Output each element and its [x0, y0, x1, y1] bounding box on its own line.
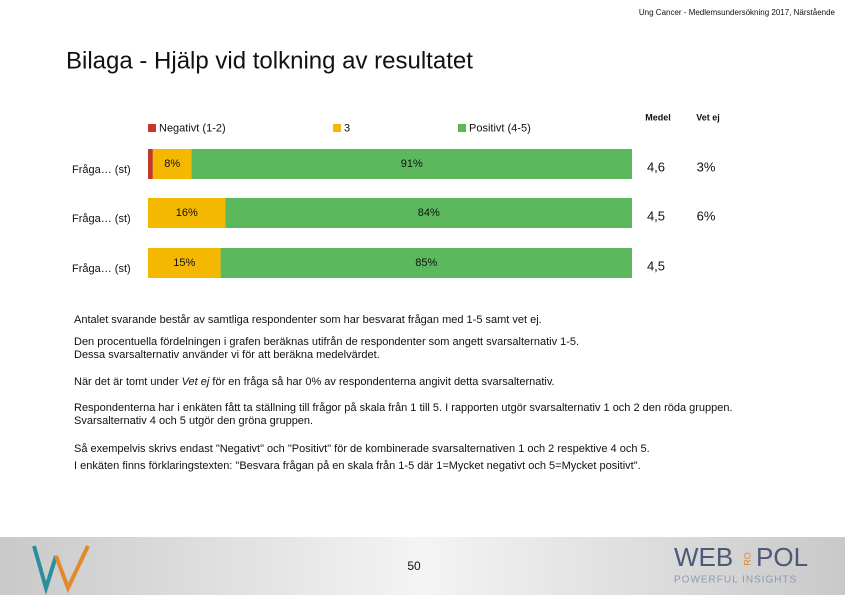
page-number: 50	[407, 559, 421, 573]
logo-text-end: POL	[756, 542, 808, 572]
bar-segment	[148, 198, 226, 228]
value-label: 8%	[164, 158, 180, 170]
bar-segment	[152, 149, 192, 179]
column-value: 4,5	[647, 208, 665, 223]
note-text: Antalet svarande består av samtliga resp…	[74, 314, 542, 326]
logo-small: RO	[742, 552, 752, 566]
legend-swatch	[458, 124, 466, 132]
footer-band	[0, 537, 845, 595]
legend-swatch	[333, 124, 341, 132]
bar-segment	[148, 149, 153, 179]
note-text: Vet ej	[182, 376, 210, 388]
logo-tagline: POWERFUL INSIGHTS	[674, 575, 797, 586]
bar-segment	[148, 248, 221, 278]
note-line: Dessa svarsalternativ använder vi för at…	[74, 349, 380, 361]
value-label: 91%	[401, 158, 423, 170]
note-text: Svarsalternativ 4 och 5 utgör den gröna …	[74, 415, 313, 427]
value-label: 84%	[418, 207, 440, 219]
slide-title: Bilaga - Hjälp vid tolkning av resultate…	[66, 47, 473, 74]
category-label: Fråga… (st)	[72, 164, 131, 176]
value-label: 16%	[176, 207, 198, 219]
logo-text: WEB	[674, 542, 733, 572]
column-value: 3%	[697, 159, 716, 174]
note-line: Svarsalternativ 4 och 5 utgör den gröna …	[74, 415, 313, 427]
column-value: 4,5	[647, 258, 665, 273]
value-label: 15%	[173, 257, 195, 269]
note-line: Den procentuella fördelningen i grafen b…	[74, 336, 579, 348]
legend-label: 3	[344, 122, 350, 134]
column-header: Medel	[645, 112, 671, 122]
note-line: I enkäten finns förklaringstexten: "Besv…	[74, 460, 641, 472]
category-label: Fråga… (st)	[72, 263, 131, 275]
category-label: Fråga… (st)	[72, 213, 131, 225]
note-text: Dessa svarsalternativ använder vi för at…	[74, 349, 380, 361]
note-text: Respondenterna har i enkäten fått ta stä…	[74, 402, 733, 414]
column-value: 4,6	[647, 159, 665, 174]
note-text: När det är tomt under	[74, 376, 182, 388]
note-text: Så exempelvis skrivs endast "Negativt" o…	[74, 443, 650, 455]
note-text: I enkäten finns förklaringstexten: "Besv…	[74, 460, 641, 472]
note-line: Respondenterna har i enkäten fått ta stä…	[74, 402, 733, 414]
note-line: När det är tomt under Vet ej för en fråg…	[74, 376, 555, 388]
value-label: 85%	[415, 257, 437, 269]
note-line: Antalet svarande består av samtliga resp…	[74, 314, 542, 326]
bar-segment	[220, 248, 632, 278]
note-text: för en fråga så har 0% av respondenterna…	[209, 376, 554, 388]
bar-segment	[191, 149, 632, 179]
column-value: 6%	[697, 208, 716, 223]
note-line: Så exempelvis skrivs endast "Negativt" o…	[74, 443, 650, 455]
column-header: Vet ej	[696, 112, 720, 122]
note-text: Den procentuella fördelningen i grafen b…	[74, 336, 579, 348]
legend-label: Negativt (1-2)	[159, 122, 226, 134]
w-logo	[32, 545, 90, 595]
header-subtitle: Ung Cancer - Medlemsundersökning 2017, N…	[639, 8, 836, 17]
legend-swatch	[148, 124, 156, 132]
bar-segment	[225, 198, 632, 228]
legend-label: Positivt (4-5)	[469, 122, 531, 134]
